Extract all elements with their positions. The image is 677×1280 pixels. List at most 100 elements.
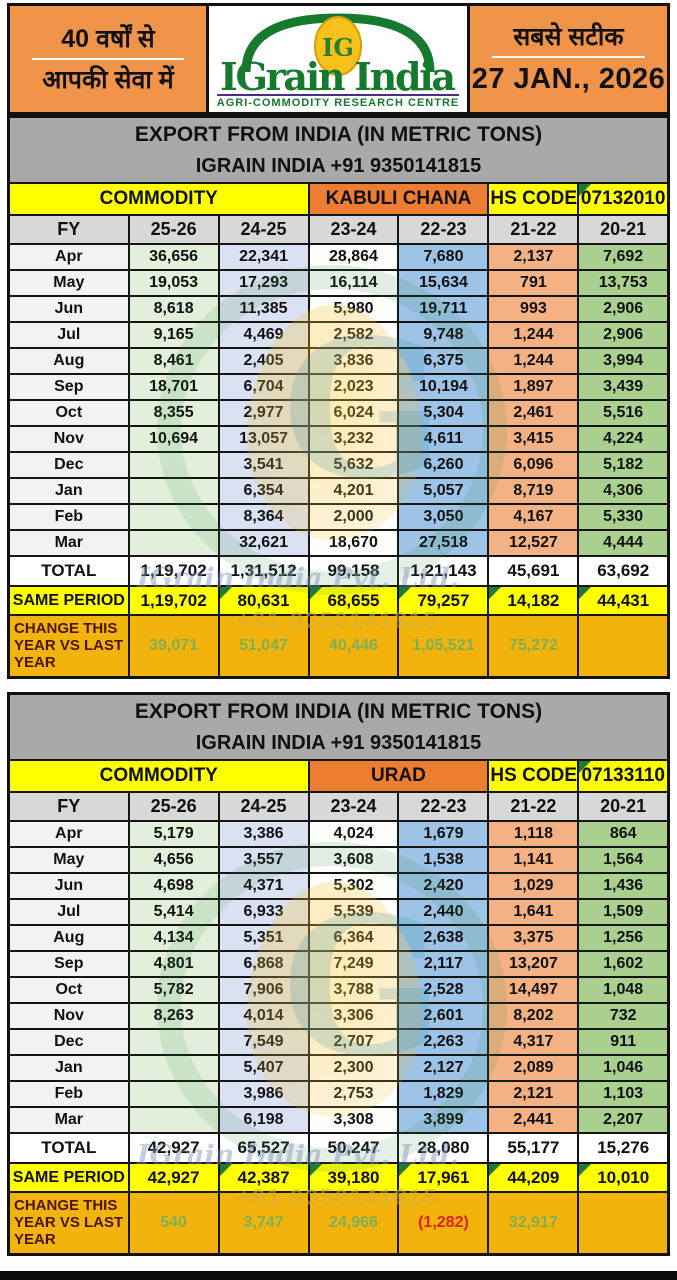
total-row: TOTAL 42,927 65,527 50,247 28,080 55,177 15,27…	[7, 1132, 670, 1164]
value-cell: 3,308	[307, 1106, 400, 1134]
value-cell: 9,165	[127, 321, 220, 349]
value-cell: 4,167	[487, 503, 580, 531]
value-cell: 2,601	[397, 1002, 490, 1030]
month-row: Jul 9,165 4,469 2,582 9,748 1,244 2,906	[7, 321, 670, 349]
value-cell: 5,414	[127, 898, 220, 926]
export-table-kabuli-chana: EXPORT FROM INDIA (IN METRIC TONS) IGRAI…	[7, 115, 670, 679]
value-cell: 4,024	[307, 820, 400, 848]
month-row: Oct 5,782 7,906 3,788 2,528 14,497 1,048	[7, 976, 670, 1004]
logo-egg-icon	[314, 15, 362, 76]
years-of-service-badge: 40 वर्षों से आपकी सेवा में	[10, 6, 206, 112]
total-row: TOTAL 1,19,702 1,31,512 99,158 1,21,143 45,69…	[7, 555, 670, 587]
value-cell: 2,582	[307, 321, 400, 349]
value-cell: 19,053	[127, 269, 220, 297]
value-cell: 540	[127, 1191, 220, 1255]
value-cell: 4,201	[307, 477, 400, 505]
value-cell: 2,440	[397, 898, 490, 926]
value-cell: 1,118	[487, 820, 580, 848]
year-header-cell: 20-21	[577, 214, 670, 245]
value-cell: 1,048	[577, 976, 670, 1004]
value-cell: 1,19,702	[127, 555, 220, 587]
value-cell: 5,351	[217, 924, 310, 952]
month-row: Nov 10,694 13,057 3,232 4,611 3,415 4,224	[7, 425, 670, 453]
value-cell: 791	[487, 269, 580, 297]
value-cell	[127, 1028, 220, 1056]
value-cell: 911	[577, 1028, 670, 1056]
value-cell	[577, 614, 670, 678]
brand-logo: IG IGrain India AGRI-COMMODITY RESEARCH …	[206, 6, 467, 112]
export-table-urad-wrap: EXPORT FROM INDIA (IN METRIC TONS) IGRAI…	[7, 692, 670, 1256]
value-cell: 2,089	[487, 1054, 580, 1082]
month-label: Jan	[7, 477, 130, 505]
month-row: Apr 36,656 22,341 28,864 7,680 2,137 7,692	[7, 243, 670, 271]
month-label: Sep	[7, 373, 130, 401]
month-label: Feb	[7, 503, 130, 531]
value-cell: 2,528	[397, 976, 490, 1004]
value-cell: 8,263	[127, 1002, 220, 1030]
value-cell: 36,656	[127, 243, 220, 271]
value-cell: 65,527	[217, 1132, 310, 1164]
value-cell: 16,114	[307, 269, 400, 297]
month-label: Jul	[7, 898, 130, 926]
value-cell	[127, 503, 220, 531]
brand-header: 40 वर्षों से आपकी सेवा में IG IGrain Ind…	[7, 3, 670, 115]
commodity-band-row: COMMODITY KABULI CHANA HS CODE 07132010	[7, 182, 670, 216]
tagline-hindi: सबसे सटीक	[513, 23, 624, 51]
value-cell: 4,371	[217, 872, 310, 900]
year-header-cell: 22-23	[397, 791, 490, 822]
value-cell: 3,541	[217, 451, 310, 479]
value-cell: 19,711	[397, 295, 490, 323]
value-cell: 1,046	[577, 1054, 670, 1082]
value-cell: 2,753	[307, 1080, 400, 1108]
value-cell: 5,539	[307, 898, 400, 926]
year-header-cell: 20-21	[577, 791, 670, 822]
value-cell: 5,179	[127, 820, 220, 848]
years-of-service-line1: 40 वर्षों से	[61, 24, 155, 53]
value-cell: 3,050	[397, 503, 490, 531]
value-cell: 1,436	[577, 872, 670, 900]
value-cell: 1,897	[487, 373, 580, 401]
value-cell: 44,431	[577, 585, 670, 616]
value-cell: 8,618	[127, 295, 220, 323]
value-cell: 2,906	[577, 295, 670, 323]
brand-tagline: AGRI-COMMODITY RESEARCH CENTRE	[216, 93, 460, 109]
years-of-service-line2: आपकी सेवा में	[42, 65, 174, 94]
export-table-urad: EXPORT FROM INDIA (IN METRIC TONS) IGRAI…	[7, 692, 670, 1256]
report-date: 27 JAN., 2026	[471, 63, 666, 95]
hs-code-value-cell: 07133110	[577, 759, 670, 793]
value-cell: 5,330	[577, 503, 670, 531]
value-cell: 4,306	[577, 477, 670, 505]
same-period-row-label: SAME PERIOD	[7, 585, 130, 616]
month-label: Jun	[7, 295, 130, 323]
month-row: Mar 32,621 18,670 27,518 12,527 4,444	[7, 529, 670, 557]
month-label: Mar	[7, 529, 130, 557]
year-header-row: FY 25-26 24-25 23-24 22-23 21-22 20-21	[7, 791, 670, 822]
value-cell: 2,117	[397, 950, 490, 978]
value-cell: 1,829	[397, 1080, 490, 1108]
value-cell: 6,364	[307, 924, 400, 952]
change-row-label: CHANGE THIS YEAR VS LAST YEAR	[7, 1191, 130, 1255]
year-header-cell: 21-22	[487, 214, 580, 245]
value-cell: 2,977	[217, 399, 310, 427]
value-cell: 1,244	[487, 321, 580, 349]
value-cell: 75,272	[487, 614, 580, 678]
value-cell: 42,387	[217, 1162, 310, 1193]
date-badge: सबसे सटीक 27 JAN., 2026	[467, 6, 667, 112]
month-row: Jan 6,354 4,201 5,057 8,719 4,306	[7, 477, 670, 505]
value-cell: 1,21,143	[397, 555, 490, 587]
value-cell: 2,207	[577, 1106, 670, 1134]
value-cell	[127, 1106, 220, 1134]
value-cell: 6,933	[217, 898, 310, 926]
value-cell: 5,304	[397, 399, 490, 427]
value-cell: 1,029	[487, 872, 580, 900]
year-header-cell: 22-23	[397, 214, 490, 245]
value-cell: 4,317	[487, 1028, 580, 1056]
logo-monogram: IG	[322, 33, 354, 62]
value-cell: 2,121	[487, 1080, 580, 1108]
commodity-band-row: COMMODITY URAD HS CODE 07133110	[7, 759, 670, 793]
month-row: Sep 4,801 6,868 7,249 2,117 13,207 1,602	[7, 950, 670, 978]
value-cell: 3,306	[307, 1002, 400, 1030]
month-label: May	[7, 846, 130, 874]
month-row: Nov 8,263 4,014 3,306 2,601 8,202 732	[7, 1002, 670, 1030]
